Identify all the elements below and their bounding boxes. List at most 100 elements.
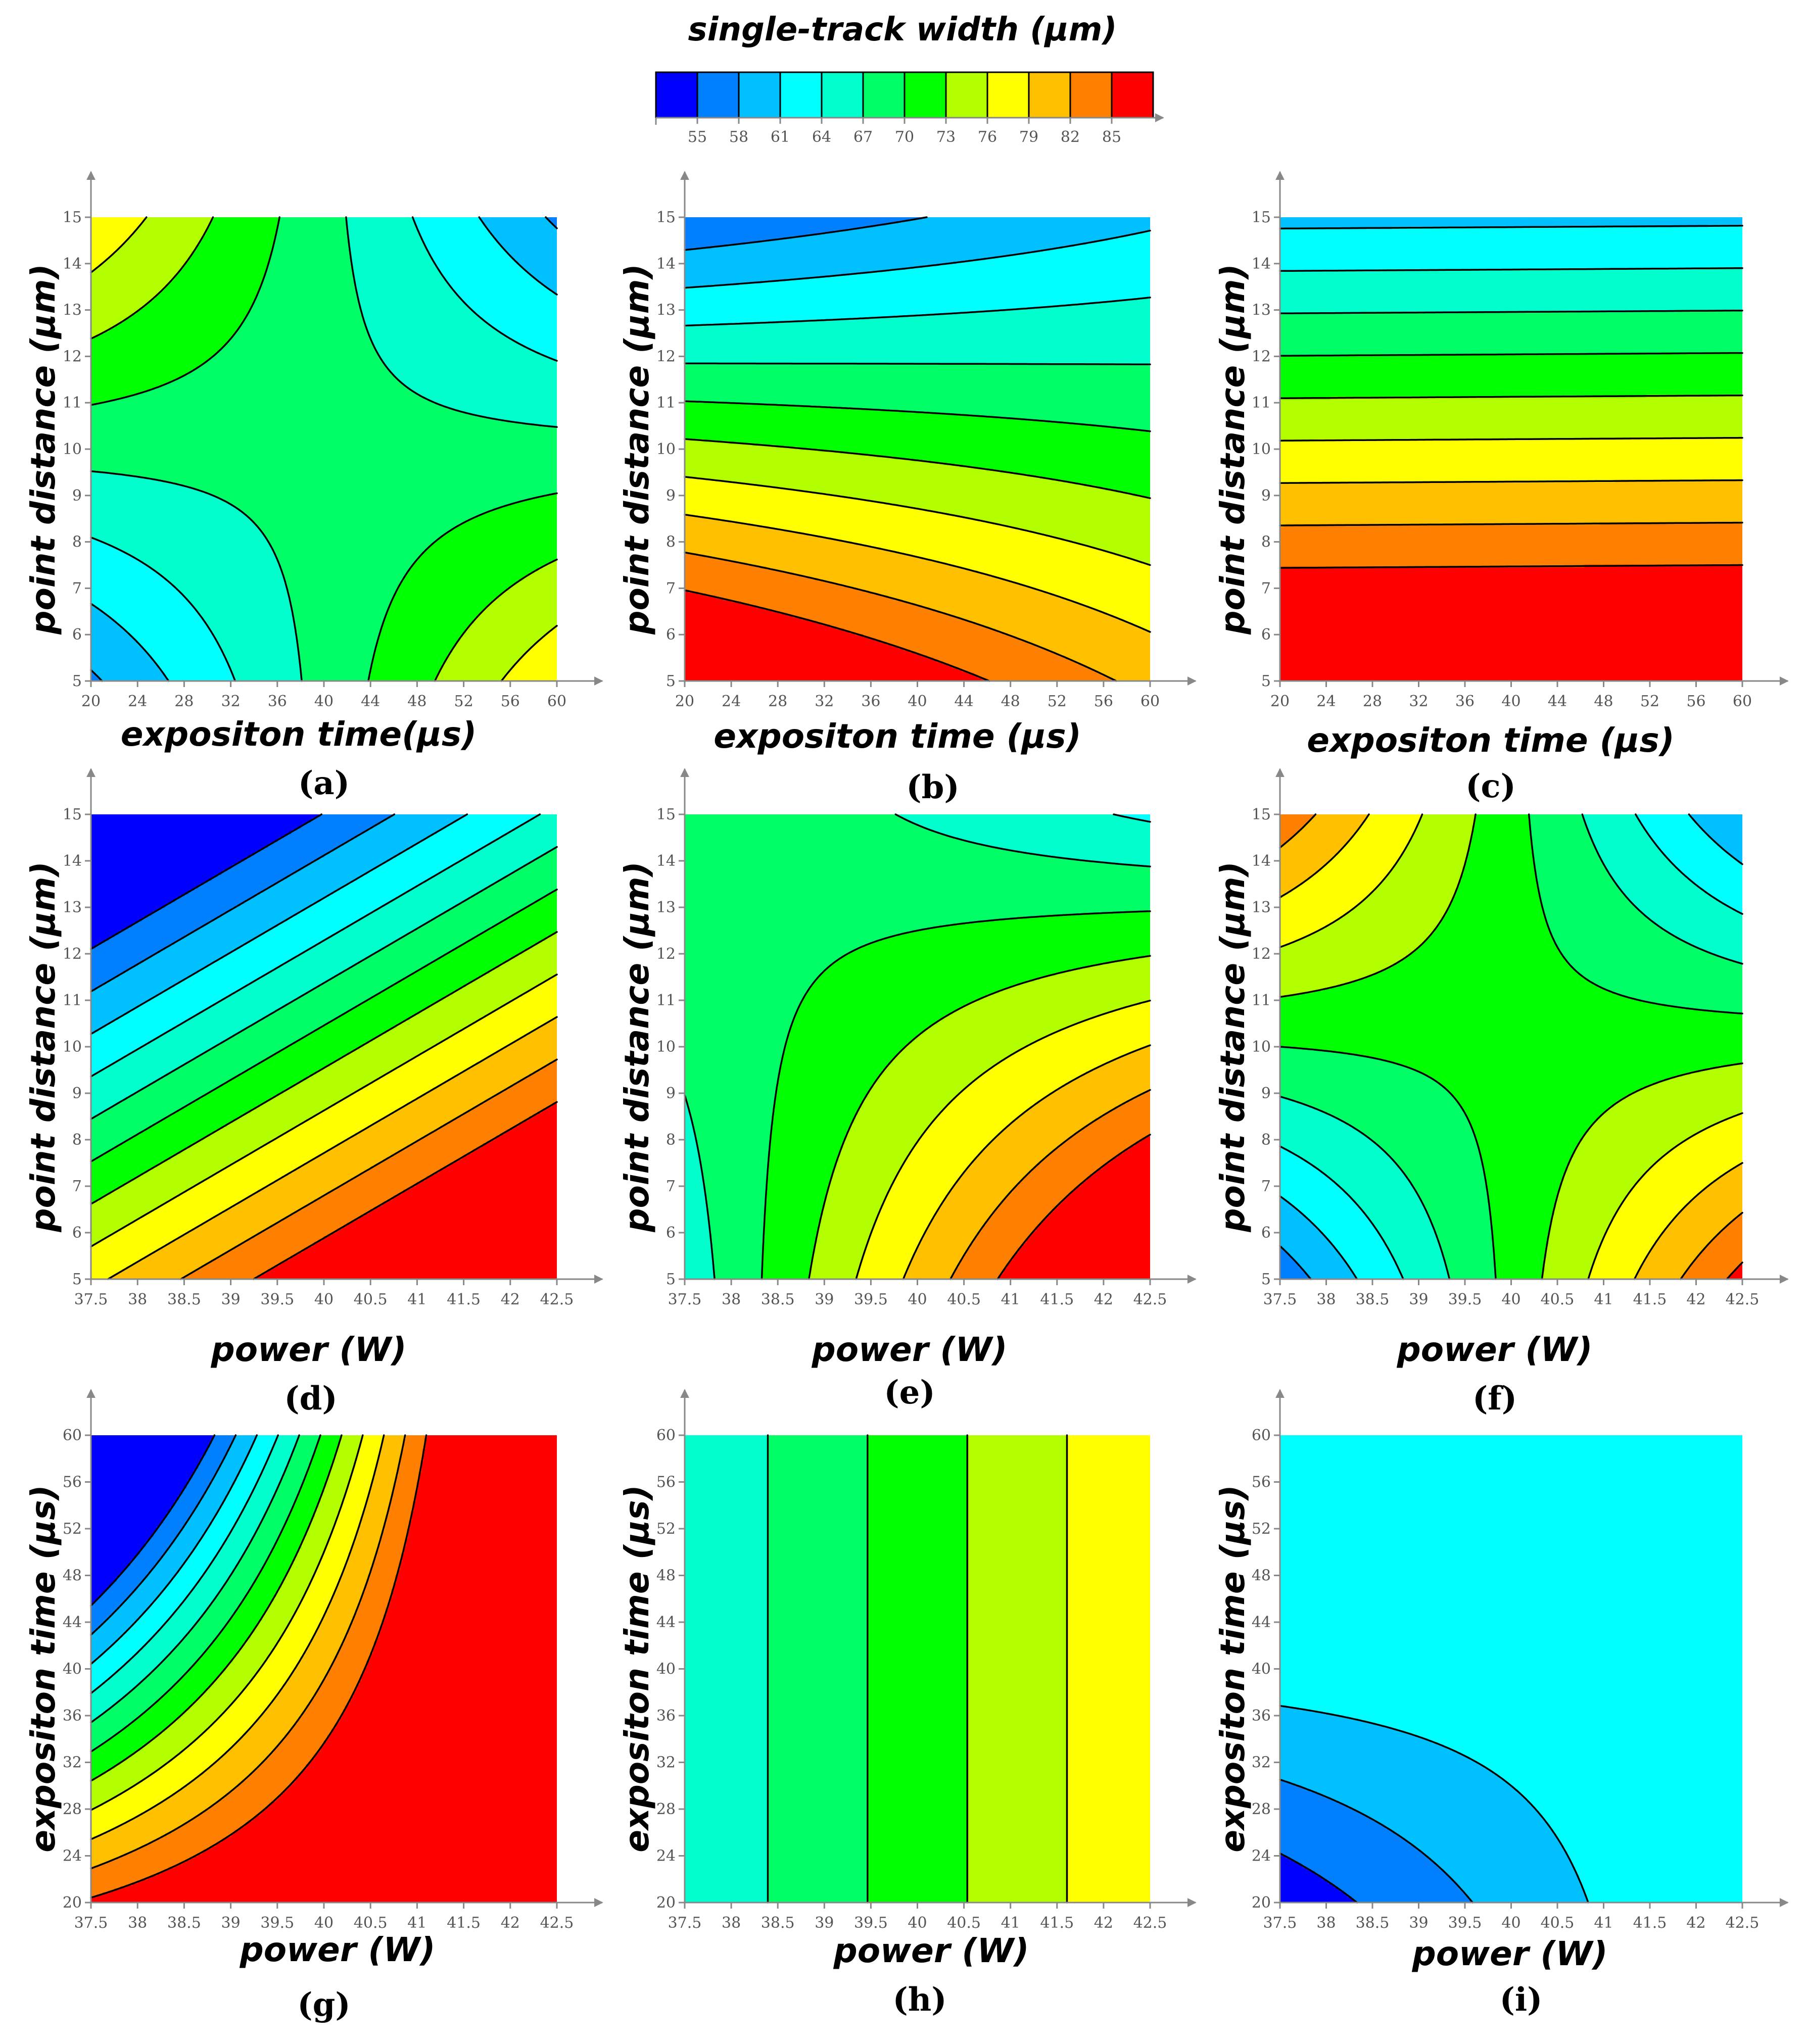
contour-line-71.5 — [1279, 813, 1743, 1280]
panel-a-contour-lines — [90, 216, 558, 682]
contour-line-62.5 — [684, 297, 1151, 327]
y-tick-label-15: 15 — [63, 209, 82, 226]
y-tick-label-14: 14 — [1252, 255, 1271, 273]
contour-line-80.5 — [1279, 813, 1743, 1280]
y-tick-label-8: 8 — [72, 533, 82, 551]
y-tick-label-15: 15 — [656, 209, 676, 226]
x-tick-label-37.5: 37.5 — [74, 1914, 108, 1932]
panel-h-y-label: expositon time (μs) — [617, 1485, 656, 1853]
x-tick-label-41.5: 41.5 — [1633, 1291, 1667, 1308]
colorbar-swatch-7 — [945, 71, 988, 119]
y-tick-label-10: 10 — [656, 1038, 676, 1056]
x-tick-label-42.5: 42.5 — [540, 1291, 574, 1308]
y-tick-label-10: 10 — [1252, 1038, 1271, 1056]
contour-line-71.5 — [1279, 394, 1743, 399]
colorbar-swatch-0 — [655, 71, 698, 119]
x-tick-label-38: 38 — [128, 1914, 147, 1932]
y-tick-label-32: 32 — [1252, 1754, 1271, 1772]
x-tick-label-24: 24 — [722, 693, 741, 710]
panel-f-contour-fill — [1280, 814, 1742, 1279]
panel-i: 37.5 38 38.5 39 39.5 40 40.5 41 41.5 42 42.5 20 24 28… — [1213, 1389, 1789, 2019]
panel-i-ticks: 37.5 38 38.5 39 39.5 40 40.5 41 41.5 42 42.5 20 24 28… — [1252, 1389, 1789, 1932]
x-tick-label-37.5: 37.5 — [1263, 1914, 1297, 1932]
panel-h-contour-fill — [685, 1435, 1150, 1903]
x-tick-label-28: 28 — [174, 693, 194, 710]
y-tick-label-6: 6 — [1261, 626, 1271, 644]
x-tick-label-40: 40 — [908, 1291, 927, 1308]
panel-i-label: (i) — [1500, 1981, 1543, 2019]
y-tick-label-13: 13 — [1252, 302, 1271, 319]
panel-f-contour-lines — [1279, 813, 1743, 1280]
y-tick-label-52: 52 — [656, 1520, 676, 1538]
y-tick-label-36: 36 — [1252, 1707, 1271, 1725]
y-tick-label-5: 5 — [666, 1271, 676, 1288]
panel-d-contour-lines — [90, 813, 558, 1280]
contour-line-59.5 — [1279, 1705, 1589, 1904]
x-tick-label-24: 24 — [1316, 693, 1336, 710]
panel-a-contour-fill — [91, 217, 557, 681]
x-tick-label-39: 39 — [1409, 1914, 1428, 1932]
contour-line-77.5 — [107, 1016, 558, 1280]
y-tick-label-11: 11 — [63, 992, 82, 1009]
panel-c-x-label: expositon time (μs) — [1307, 721, 1675, 760]
panel-i-contour-fill — [1280, 1435, 1742, 1903]
contour-line-65.5 — [90, 216, 558, 682]
x-tick-label-38: 38 — [722, 1914, 741, 1932]
x-tick-label-60: 60 — [547, 693, 566, 710]
contour-line-83.5 — [996, 1134, 1151, 1280]
panel-h: 37.5 38 38.5 39 39.5 40 40.5 41 41.5 42 42.5 20 24 28… — [617, 1389, 1197, 2019]
contour-line-62.5 — [1279, 813, 1743, 1280]
contour-line-65.5 — [1279, 309, 1743, 315]
x-tick-label-40: 40 — [1501, 1291, 1520, 1308]
y-tick-label-36: 36 — [63, 1707, 82, 1725]
panel-g-y-label: expositon time (μs) — [24, 1485, 63, 1853]
x-tick-label-48: 48 — [1594, 693, 1613, 710]
y-tick-label-56: 56 — [656, 1474, 676, 1491]
contour-line-77.5 — [902, 1044, 1151, 1280]
y-tick-label-10: 10 — [1252, 441, 1271, 458]
y-tick-label-8: 8 — [666, 533, 676, 551]
contour-line-71.5 — [684, 438, 1151, 499]
x-tick-label-42: 42 — [1094, 1914, 1113, 1932]
contour-line-62.5 — [90, 813, 541, 1078]
y-tick-label-32: 32 — [63, 1754, 82, 1772]
y-tick-label-11: 11 — [656, 394, 676, 412]
x-tick-label-28: 28 — [1363, 693, 1382, 710]
x-tick-label-56: 56 — [1686, 693, 1705, 710]
x-tick-label-36: 36 — [861, 693, 880, 710]
panel-a: 20 24 28 32 36 40 44 48 52 56 6056789101112131415 … — [24, 171, 603, 802]
panel-a-x-label: expositon time(μs) — [121, 715, 477, 754]
contour-line-74.5 — [1279, 436, 1743, 442]
colorbar-swatch-4 — [821, 71, 864, 119]
panel-f-ticks: 37.5 38 38.5 39 39.5 40 40.5 41 41.5 42 42.5 5 6 7 8 9 1… — [1252, 768, 1789, 1308]
y-tick-label-60: 60 — [1252, 1427, 1271, 1444]
x-tick-label-52: 52 — [1640, 693, 1659, 710]
y-tick-label-40: 40 — [656, 1661, 676, 1678]
y-tick-label-28: 28 — [63, 1800, 82, 1818]
x-tick-label-32: 32 — [815, 693, 834, 710]
x-tick-label-40: 40 — [314, 1914, 334, 1932]
contour-line-80.5 — [684, 551, 1117, 682]
x-tick-label-42.5: 42.5 — [1726, 1291, 1760, 1308]
y-tick-label-12: 12 — [656, 348, 676, 365]
panel-c-y-label: point distance (μm) — [1213, 264, 1252, 635]
panel-f-label: (f) — [1472, 1380, 1517, 1418]
x-tick-label-44: 44 — [955, 693, 974, 710]
y-tick-label-15: 15 — [63, 806, 82, 823]
contour-line-80.5 — [1279, 521, 1743, 526]
y-tick-label-52: 52 — [63, 1520, 82, 1538]
contour-line-77.5 — [1279, 813, 1743, 1280]
contour-line-53.5 — [90, 1434, 216, 1607]
x-tick-label-52: 52 — [454, 693, 473, 710]
contour-line-71.5 — [90, 216, 558, 682]
panel-h-x-label: power (W) — [833, 1931, 1029, 1970]
y-tick-label-10: 10 — [63, 1038, 82, 1056]
y-tick-label-60: 60 — [63, 1427, 82, 1444]
y-tick-label-8: 8 — [1261, 1131, 1271, 1149]
x-tick-label-38.5: 38.5 — [761, 1291, 795, 1308]
x-tick-label-38: 38 — [1316, 1914, 1336, 1932]
y-tick-label-28: 28 — [656, 1800, 676, 1818]
x-tick-label-40.5: 40.5 — [354, 1914, 388, 1932]
